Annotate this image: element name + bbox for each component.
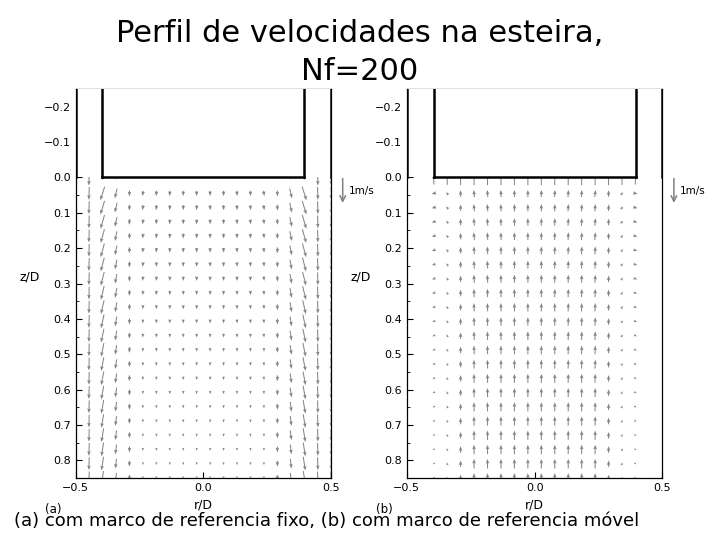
Y-axis label: z/D: z/D	[19, 271, 40, 284]
Polygon shape	[76, 89, 102, 178]
Text: (a): (a)	[45, 503, 61, 516]
Polygon shape	[407, 89, 433, 178]
X-axis label: r/D: r/D	[194, 498, 213, 511]
Polygon shape	[305, 89, 331, 178]
Text: (b): (b)	[376, 503, 393, 516]
Text: Perfil de velocidades na esteira,: Perfil de velocidades na esteira,	[117, 19, 603, 48]
Text: Nf=200: Nf=200	[302, 57, 418, 86]
Y-axis label: z/D: z/D	[351, 271, 371, 284]
X-axis label: r/D: r/D	[525, 498, 544, 511]
Text: 1m/s: 1m/s	[680, 186, 706, 196]
Polygon shape	[102, 89, 305, 178]
Polygon shape	[636, 89, 662, 178]
Text: 1m/s: 1m/s	[349, 186, 375, 196]
Text: (a) com marco de referencia fixo, (b) com marco de referencia móvel: (a) com marco de referencia fixo, (b) co…	[14, 512, 639, 530]
Polygon shape	[433, 89, 636, 178]
